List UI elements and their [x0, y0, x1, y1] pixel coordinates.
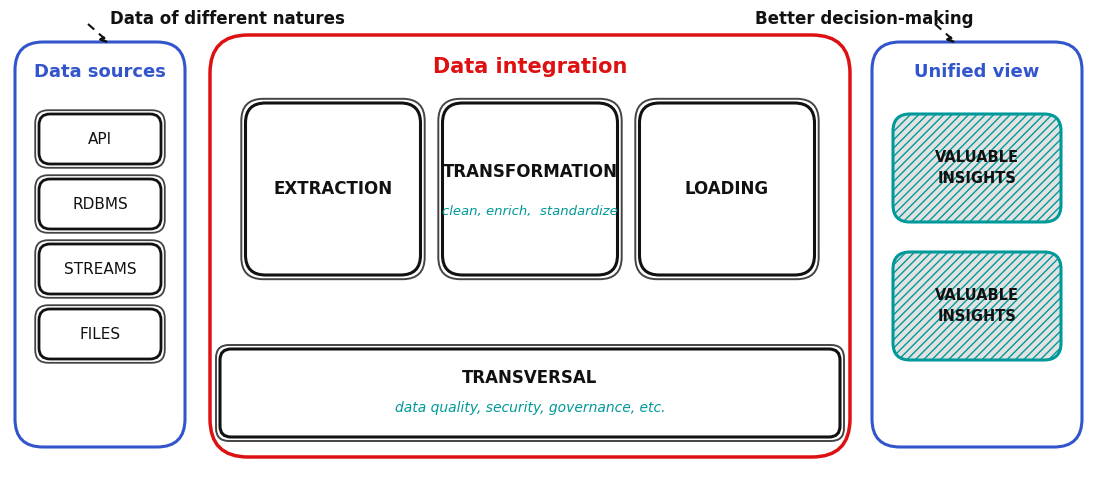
Text: API: API	[88, 132, 112, 147]
FancyBboxPatch shape	[38, 114, 160, 164]
FancyBboxPatch shape	[443, 103, 618, 275]
FancyBboxPatch shape	[635, 99, 819, 279]
FancyBboxPatch shape	[439, 99, 622, 279]
FancyBboxPatch shape	[220, 349, 840, 437]
Text: VALUABLE
INSIGHTS: VALUABLE INSIGHTS	[935, 150, 1019, 186]
FancyBboxPatch shape	[893, 252, 1061, 360]
Text: FILES: FILES	[79, 326, 121, 342]
FancyBboxPatch shape	[35, 110, 165, 168]
Text: clean, enrich,  standardize: clean, enrich, standardize	[442, 204, 618, 217]
FancyBboxPatch shape	[35, 305, 165, 363]
Text: LOADING: LOADING	[685, 180, 769, 198]
Text: Data integration: Data integration	[433, 57, 628, 77]
Text: Data sources: Data sources	[34, 63, 166, 81]
FancyBboxPatch shape	[38, 309, 160, 359]
FancyBboxPatch shape	[38, 244, 160, 294]
FancyBboxPatch shape	[245, 103, 421, 275]
Text: STREAMS: STREAMS	[64, 262, 136, 277]
Text: data quality, security, governance, etc.: data quality, security, governance, etc.	[395, 401, 665, 415]
Text: TRANSFORMATION: TRANSFORMATION	[443, 163, 618, 181]
Text: Data of different natures: Data of different natures	[110, 10, 345, 28]
FancyBboxPatch shape	[35, 175, 165, 233]
FancyBboxPatch shape	[872, 42, 1083, 447]
Text: RDBMS: RDBMS	[73, 197, 127, 212]
FancyBboxPatch shape	[210, 35, 850, 457]
FancyBboxPatch shape	[242, 99, 424, 279]
FancyBboxPatch shape	[893, 114, 1061, 222]
FancyBboxPatch shape	[217, 345, 844, 441]
Text: Unified view: Unified view	[914, 63, 1040, 81]
Text: EXTRACTION: EXTRACTION	[274, 180, 392, 198]
FancyBboxPatch shape	[38, 179, 160, 229]
FancyBboxPatch shape	[35, 240, 165, 298]
FancyBboxPatch shape	[640, 103, 814, 275]
Text: Better decision-making: Better decision-making	[755, 10, 974, 28]
Text: TRANSVERSAL: TRANSVERSAL	[463, 369, 598, 387]
FancyBboxPatch shape	[15, 42, 185, 447]
Text: VALUABLE
INSIGHTS: VALUABLE INSIGHTS	[935, 288, 1019, 324]
